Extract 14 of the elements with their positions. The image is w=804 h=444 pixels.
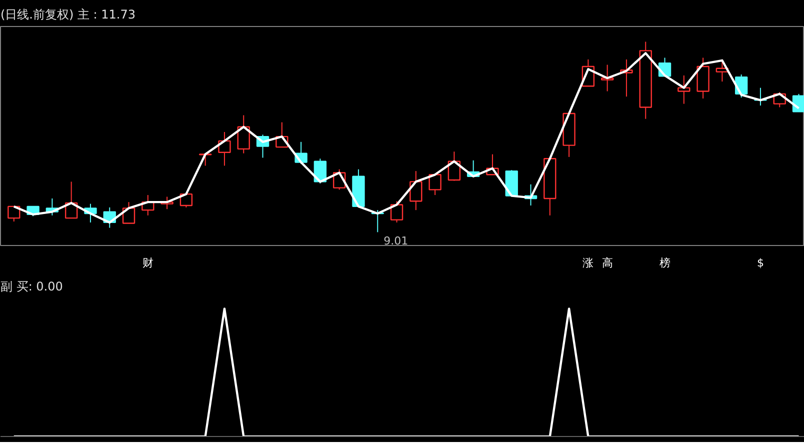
candlestick bbox=[678, 74, 690, 104]
candlestick bbox=[792, 93, 804, 112]
chart-title: (日线.前复权) 主 : 11.73 bbox=[0, 8, 136, 22]
text: 9.01 bbox=[384, 234, 408, 248]
x-tick-label: 财 bbox=[142, 256, 154, 270]
candlestick bbox=[122, 202, 136, 224]
x-tick-label: 高 bbox=[602, 256, 613, 270]
chart-title: 副 买: 0.00 bbox=[0, 280, 63, 294]
candlestick bbox=[390, 200, 404, 223]
candlestick bbox=[428, 174, 442, 196]
x-tick-label: $ bbox=[756, 256, 764, 270]
x-tick-label: 榜 bbox=[659, 256, 670, 270]
candlestick bbox=[218, 132, 231, 166]
x-tick-label: 涨 bbox=[582, 256, 594, 270]
